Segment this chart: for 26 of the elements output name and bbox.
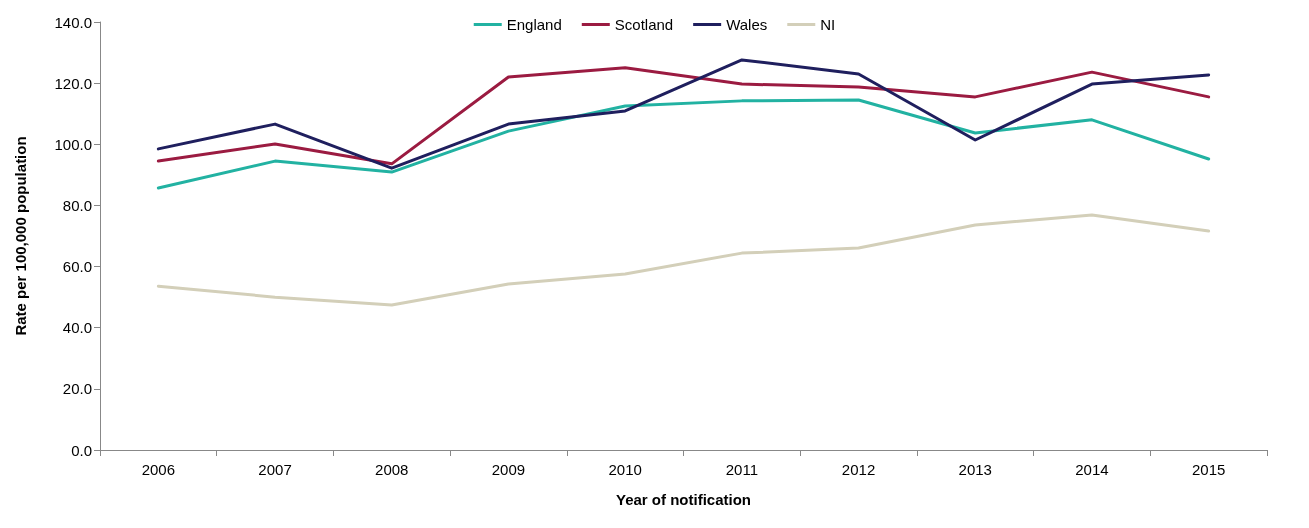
x-axis-title: Year of notification (615, 491, 752, 508)
y-axis-title: Rate per 100,000 population (12, 136, 29, 336)
x-tick-label: 2007 (258, 461, 292, 478)
x-tick-label: 2008 (375, 461, 409, 478)
x-tick-label: 2006 (141, 461, 176, 478)
legend-label: England (506, 16, 562, 33)
y-tick-label: 100.0 (54, 135, 92, 153)
x-tick-label: 2014 (1075, 461, 1109, 478)
y-tick-label: 120.0 (54, 74, 92, 92)
line-series (156, 213, 1211, 307)
y-tick-label: 60.0 (62, 258, 92, 276)
x-tick-label: 2010 (608, 461, 642, 478)
x-tick-label: 2011 (725, 461, 758, 478)
legend-label: Wales (726, 16, 768, 33)
y-tick-label: 40.0 (62, 319, 92, 337)
x-tick-label: 2009 (491, 461, 526, 478)
x-tick-label: 2012 (841, 461, 876, 478)
y-tick-label: 20.0 (62, 380, 92, 398)
y-tick-label: 140.0 (54, 13, 92, 31)
x-tick-label: 2015 (1191, 461, 1226, 478)
y-tick-label: 0.0 (71, 441, 92, 459)
legend-label: Scotland (614, 16, 674, 33)
line-series (156, 98, 1211, 190)
y-tick-label: 80.0 (62, 196, 92, 214)
legend-label: NI (820, 16, 836, 33)
x-tick-label: 2013 (958, 461, 992, 478)
